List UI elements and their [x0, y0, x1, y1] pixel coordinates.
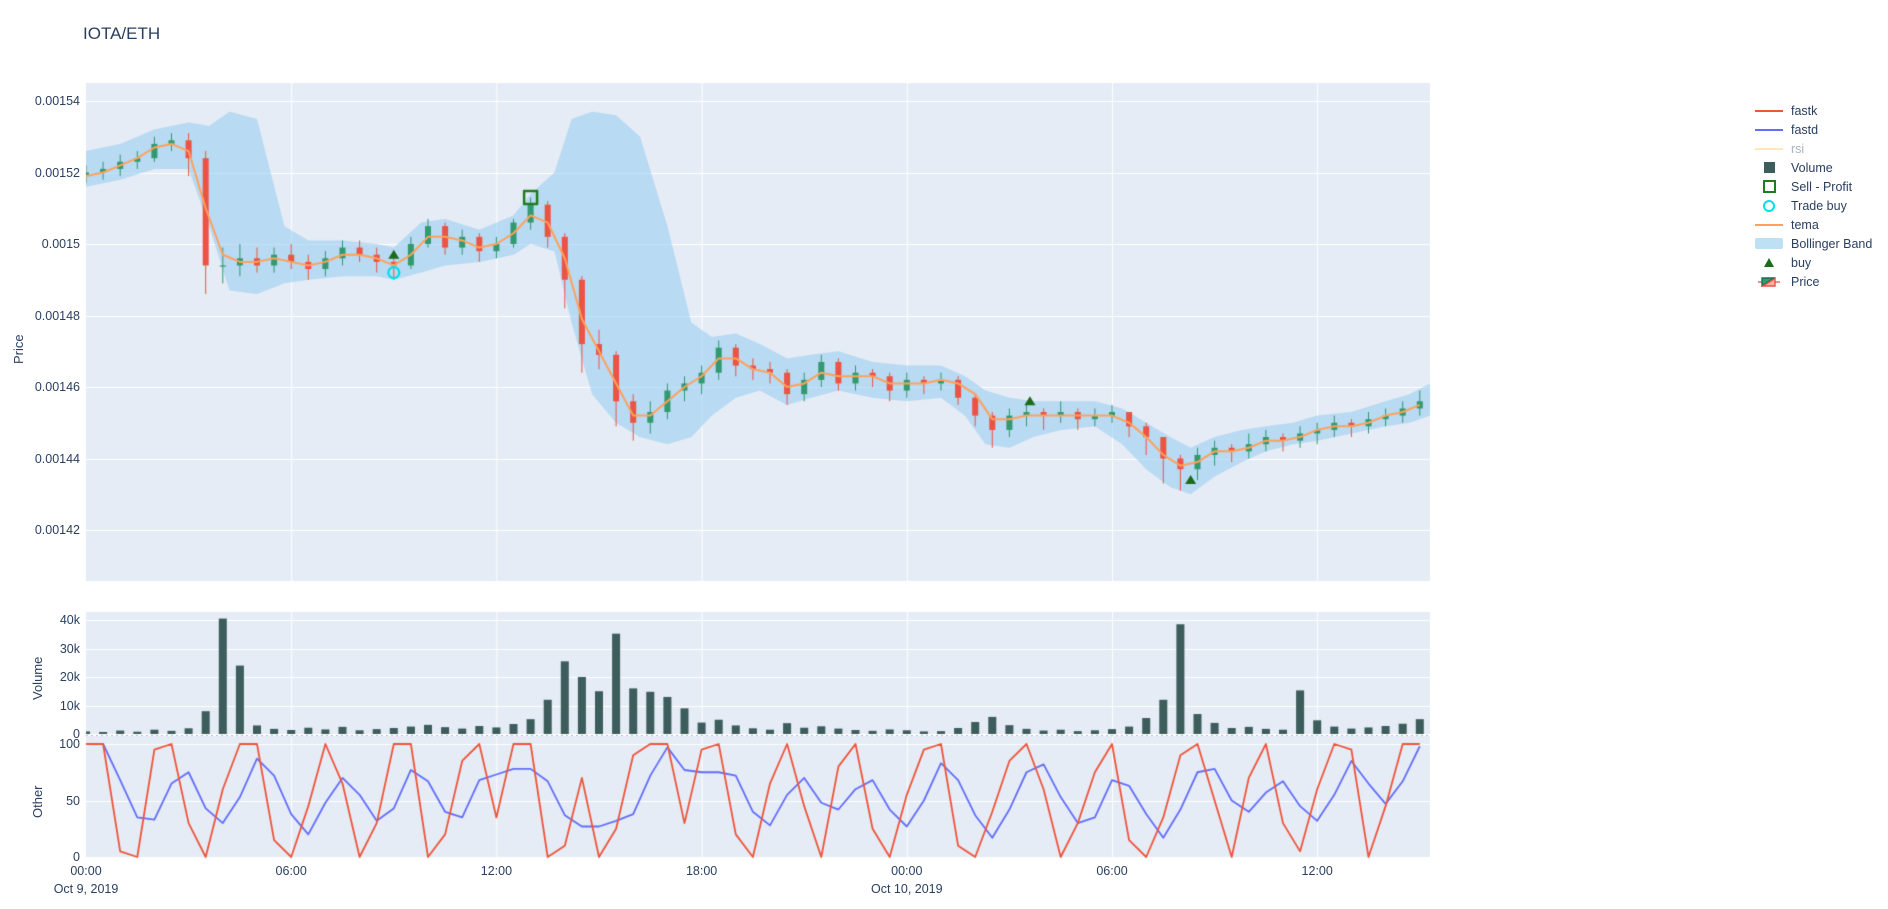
- legend-item-buy[interactable]: buy: [1752, 255, 1872, 270]
- candle-legend-icon: [1752, 275, 1786, 289]
- other-tick-label: 100: [59, 737, 80, 751]
- legend-item-label: Trade buy: [1791, 198, 1847, 213]
- line-legend-icon: [1752, 147, 1786, 150]
- open-square-legend-icon: [1752, 180, 1786, 193]
- x-tick-label: 18:00: [685, 864, 718, 878]
- volume-tick-label: 40k: [59, 613, 80, 627]
- legend-item-label: tema: [1791, 217, 1819, 232]
- legend-item-fastk[interactable]: fastk: [1752, 103, 1872, 118]
- line-legend-icon: [1752, 128, 1786, 131]
- triangle-swatch: [1764, 258, 1774, 267]
- legend-item-label: fastd: [1791, 122, 1819, 137]
- price-tick-label: 0.00154: [34, 94, 80, 108]
- legend-item-tema[interactable]: tema: [1752, 217, 1872, 232]
- x-date-label: Oct 9, 2019: [53, 882, 119, 896]
- line-swatch: [1755, 128, 1783, 131]
- legend: fastk fastd rsi Volume Sell - Profit Trade bu…: [1752, 103, 1873, 289]
- price-tick-label: 0.00152: [34, 165, 80, 180]
- open-circle-legend-icon: [1752, 199, 1786, 212]
- price-tick-label: 0.00146: [34, 380, 80, 394]
- legend-item-price[interactable]: Price: [1752, 274, 1872, 289]
- x-tick-label: 00:00: [70, 864, 102, 878]
- volume-tick-label: 10k: [59, 698, 80, 713]
- price-tick-label: 0.0015: [41, 237, 80, 251]
- volume-tick-label: 30k: [59, 641, 80, 656]
- price-tick-label: 0.00142: [34, 523, 80, 537]
- x-tick-label: 00:00: [891, 864, 923, 878]
- volume-tick-label: 0: [73, 727, 80, 741]
- legend-item-fastd[interactable]: fastd: [1752, 122, 1872, 137]
- legend-item-volume[interactable]: Volume: [1752, 160, 1872, 175]
- legend-item-label: Price: [1791, 274, 1820, 289]
- x-tick-label: 12:00: [480, 864, 513, 878]
- line-legend-icon: [1752, 109, 1786, 112]
- x-date-label: Oct 10, 2019: [871, 882, 943, 896]
- price-axis-title: Price: [11, 334, 26, 364]
- legend-item-label: Volume: [1791, 160, 1833, 175]
- price-tick-label: 0.00144: [34, 451, 80, 466]
- legend-item-label: rsi: [1791, 141, 1805, 156]
- price-tick-label: 0.00148: [34, 308, 80, 323]
- legend-item-sell-profit[interactable]: Sell - Profit: [1752, 179, 1872, 194]
- x-tick-label: 12:00: [1301, 864, 1333, 878]
- legend-item-label: Sell - Profit: [1791, 179, 1853, 194]
- other-tick-label: 50: [66, 793, 80, 808]
- band-legend-icon: [1752, 238, 1786, 249]
- volume-tick-label: 20k: [59, 670, 80, 684]
- x-tick-label: 06:00: [275, 864, 307, 878]
- open-square-swatch: [1762, 180, 1776, 193]
- legend-item-label: Bollinger Band: [1791, 236, 1873, 251]
- chart-title: IOTA/ETH: [83, 24, 161, 43]
- legend-item-label: buy: [1791, 255, 1812, 270]
- volume-axis-title: Volume: [30, 656, 45, 700]
- line-swatch: [1755, 109, 1783, 112]
- triangle-legend-icon: [1752, 258, 1786, 267]
- other-tick-label: 0: [73, 850, 80, 864]
- line-legend-icon: [1752, 223, 1786, 226]
- square-legend-icon: [1752, 162, 1786, 173]
- candlestick-swatch: [1758, 276, 1780, 287]
- band-swatch: [1755, 238, 1783, 249]
- line-swatch: [1755, 147, 1783, 150]
- legend-item-bollinger-band[interactable]: Bollinger Band: [1752, 236, 1873, 251]
- other-axis-title: Other: [30, 785, 45, 818]
- x-tick-label: 06:00: [1096, 864, 1128, 878]
- legend-item-trade-buy[interactable]: Trade buy: [1752, 198, 1872, 213]
- line-swatch: [1755, 223, 1783, 226]
- open-circle-swatch: [1763, 199, 1775, 212]
- square-swatch: [1763, 162, 1775, 173]
- legend-item-rsi[interactable]: rsi: [1752, 141, 1872, 156]
- legend-item-label: fastk: [1791, 103, 1818, 118]
